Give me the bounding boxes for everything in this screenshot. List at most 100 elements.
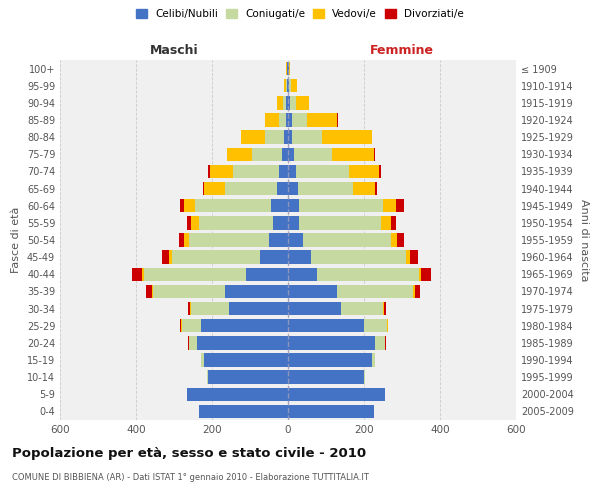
Bar: [226, 182, 277, 196]
Bar: [289, 79, 291, 92]
Bar: [296, 96, 309, 110]
Bar: [208, 164, 210, 178]
Bar: [288, 336, 376, 349]
Bar: [349, 164, 379, 178]
Bar: [410, 250, 418, 264]
Bar: [191, 216, 199, 230]
Bar: [292, 130, 322, 144]
Bar: [406, 250, 410, 264]
Bar: [162, 250, 169, 264]
Bar: [278, 114, 286, 126]
Bar: [152, 284, 153, 298]
Bar: [187, 216, 191, 230]
Bar: [413, 284, 415, 298]
Bar: [288, 268, 317, 281]
Bar: [205, 354, 288, 366]
Bar: [191, 302, 229, 316]
Bar: [397, 234, 404, 246]
Text: Maschi: Maschi: [149, 44, 199, 57]
Bar: [227, 148, 252, 161]
Bar: [288, 319, 364, 332]
Bar: [172, 250, 260, 264]
Bar: [383, 199, 397, 212]
Bar: [226, 284, 288, 298]
Bar: [379, 164, 381, 178]
Bar: [143, 268, 246, 281]
Bar: [132, 268, 142, 281]
Bar: [364, 319, 387, 332]
Bar: [288, 130, 292, 144]
Bar: [271, 199, 288, 212]
Bar: [288, 79, 289, 92]
Text: Femmine: Femmine: [370, 44, 434, 57]
Bar: [288, 148, 294, 161]
Bar: [287, 79, 288, 92]
Bar: [317, 268, 419, 281]
Bar: [421, 268, 431, 281]
Bar: [195, 199, 271, 212]
Bar: [277, 96, 283, 110]
Bar: [197, 336, 288, 349]
Bar: [288, 250, 311, 264]
Bar: [387, 319, 388, 332]
Bar: [288, 114, 292, 126]
Bar: [199, 216, 273, 230]
Bar: [298, 182, 353, 196]
Bar: [337, 284, 413, 298]
Bar: [303, 234, 391, 246]
Bar: [153, 284, 226, 298]
Bar: [287, 62, 288, 76]
Bar: [188, 302, 190, 316]
Bar: [371, 354, 376, 366]
Bar: [203, 182, 205, 196]
Bar: [291, 79, 297, 92]
Bar: [286, 114, 288, 126]
Bar: [180, 319, 181, 332]
Bar: [371, 130, 373, 144]
Bar: [189, 234, 269, 246]
Bar: [288, 96, 290, 110]
Bar: [283, 148, 288, 161]
Y-axis label: Fasce di età: Fasce di età: [11, 207, 21, 273]
Legend: Celibi/Nubili, Coniugati/e, Vedovi/e, Divorziati/e: Celibi/Nubili, Coniugati/e, Vedovi/e, Di…: [132, 5, 468, 24]
Bar: [189, 336, 197, 349]
Bar: [184, 199, 195, 212]
Bar: [288, 199, 299, 212]
Bar: [419, 268, 421, 281]
Bar: [229, 302, 288, 316]
Bar: [364, 370, 365, 384]
Bar: [190, 302, 191, 316]
Bar: [199, 404, 288, 418]
Bar: [277, 182, 288, 196]
Bar: [299, 199, 383, 212]
Bar: [391, 234, 397, 246]
Bar: [200, 319, 288, 332]
Bar: [286, 79, 287, 92]
Bar: [289, 62, 290, 76]
Text: Popolazione per età, sesso e stato civile - 2010: Popolazione per età, sesso e stato civil…: [12, 448, 366, 460]
Bar: [332, 148, 373, 161]
Bar: [146, 284, 152, 298]
Bar: [288, 388, 385, 401]
Bar: [381, 216, 391, 230]
Bar: [205, 182, 226, 196]
Bar: [299, 216, 381, 230]
Bar: [397, 199, 404, 212]
Bar: [273, 216, 288, 230]
Bar: [181, 319, 182, 332]
Bar: [241, 130, 265, 144]
Bar: [288, 234, 303, 246]
Bar: [288, 284, 337, 298]
Bar: [252, 148, 283, 161]
Bar: [288, 370, 364, 384]
Bar: [384, 302, 386, 316]
Bar: [290, 96, 296, 110]
Bar: [294, 148, 332, 161]
Bar: [415, 284, 420, 298]
Bar: [265, 114, 278, 126]
Bar: [187, 388, 288, 401]
Bar: [181, 199, 184, 212]
Bar: [284, 79, 286, 92]
Bar: [288, 182, 298, 196]
Bar: [142, 268, 143, 281]
